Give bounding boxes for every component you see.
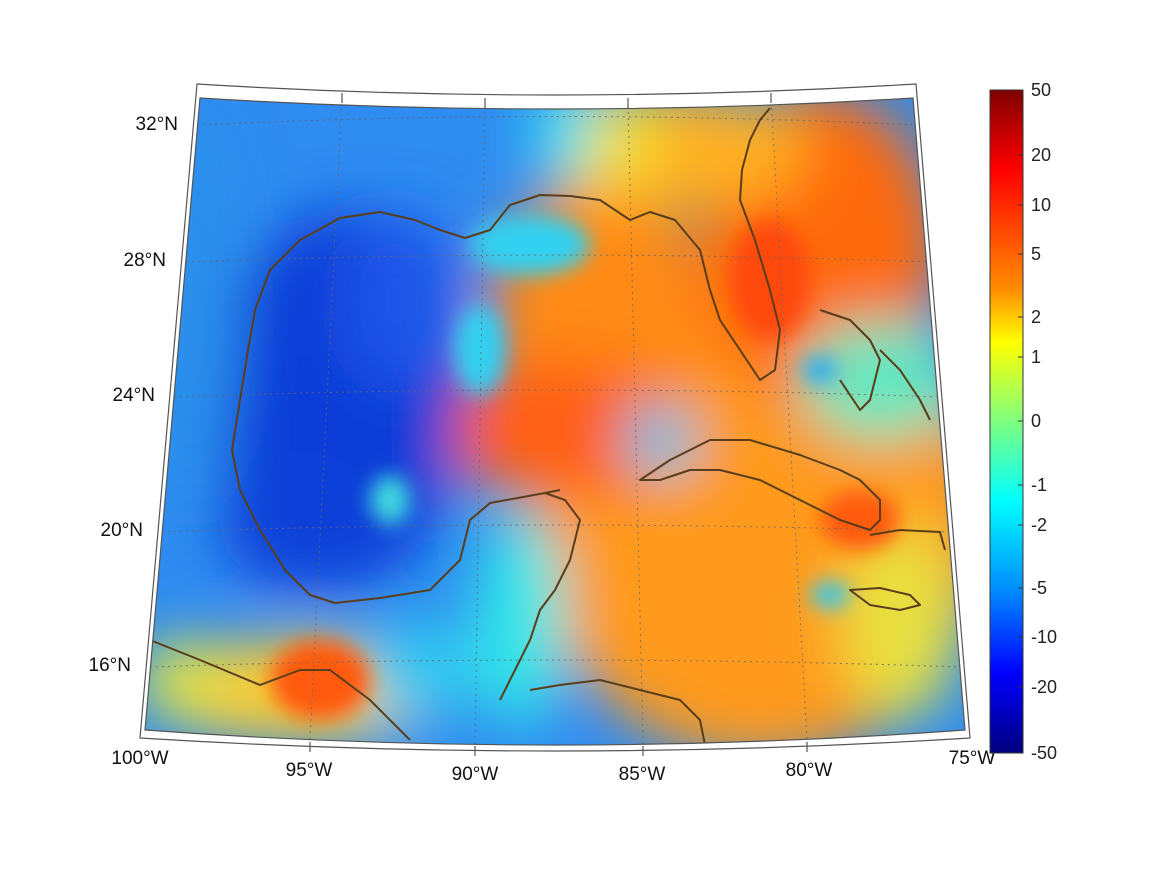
lon-label-80w: 80°W — [786, 760, 833, 781]
field-details — [270, 215, 900, 720]
hispaniola-coast — [869, 529, 946, 551]
colorbar-labels: 50 20 10 5 2 1 0 -1 -2 -5 -10 -20 -50 — [1031, 80, 1057, 763]
colorbar-label-minus50: -50 — [1031, 743, 1057, 763]
colorbar-gradient — [989, 89, 1024, 754]
central-america-coast — [529, 679, 706, 745]
colorbar-label-minus5: -5 — [1031, 578, 1047, 598]
colorbar-label-0: 0 — [1031, 411, 1041, 431]
map-frame — [139, 83, 971, 756]
colorbar-ticks — [1018, 89, 1023, 754]
pacific-coast — [149, 639, 411, 741]
graticule — [149, 98, 965, 745]
coastlines — [149, 107, 946, 745]
lon-label-75w: 75°W — [949, 748, 996, 769]
jamaica-coast — [849, 587, 921, 611]
frame-inner — [144, 97, 966, 746]
gulf-coast-mexico-us — [231, 211, 561, 604]
cuba-coast — [639, 439, 881, 531]
lon-label-95w: 95°W — [286, 760, 333, 781]
lat-label-16n: 16°N — [89, 655, 131, 676]
us-gulf-coast-east — [414, 107, 781, 381]
longitude-labels: 100°W 95°W 90°W 85°W 80°W 75°W — [111, 748, 995, 785]
bahamas-coast — [819, 309, 931, 421]
colorbar-label-minus1: -1 — [1031, 475, 1047, 495]
lon-label-100w: 100°W — [111, 748, 168, 769]
lat-label-32n: 32°N — [136, 114, 178, 135]
parallel-24n — [173, 389, 941, 398]
lat-label-28n: 28°N — [124, 250, 166, 271]
colorbar-label-50: 50 — [1031, 80, 1051, 100]
colorbar-label-1: 1 — [1031, 347, 1041, 367]
colorbar-label-minus10: -10 — [1031, 627, 1057, 647]
latitude-labels: 32°N 28°N 24°N 20°N 16°N — [89, 114, 178, 676]
lat-label-24n: 24°N — [113, 385, 155, 406]
colorbar-label-5: 5 — [1031, 244, 1041, 264]
colorbar: 50 20 10 5 2 1 0 -1 -2 -5 -10 -20 -50 — [989, 80, 1057, 763]
colorbar-label-10: 10 — [1031, 195, 1051, 215]
map-panel — [145, 98, 965, 745]
colorbar-label-20: 20 — [1031, 145, 1051, 165]
lat-label-20n: 20°N — [101, 520, 143, 541]
lon-label-85w: 85°W — [619, 764, 666, 785]
frame-outer — [139, 83, 971, 752]
parallel-16n — [149, 659, 965, 668]
colorbar-label-2: 2 — [1031, 307, 1041, 327]
lon-label-90w: 90°W — [452, 764, 499, 785]
yucatan-coast — [499, 492, 581, 701]
colorbar-label-minus2: -2 — [1031, 515, 1047, 535]
colorbar-label-minus20: -20 — [1031, 677, 1057, 697]
